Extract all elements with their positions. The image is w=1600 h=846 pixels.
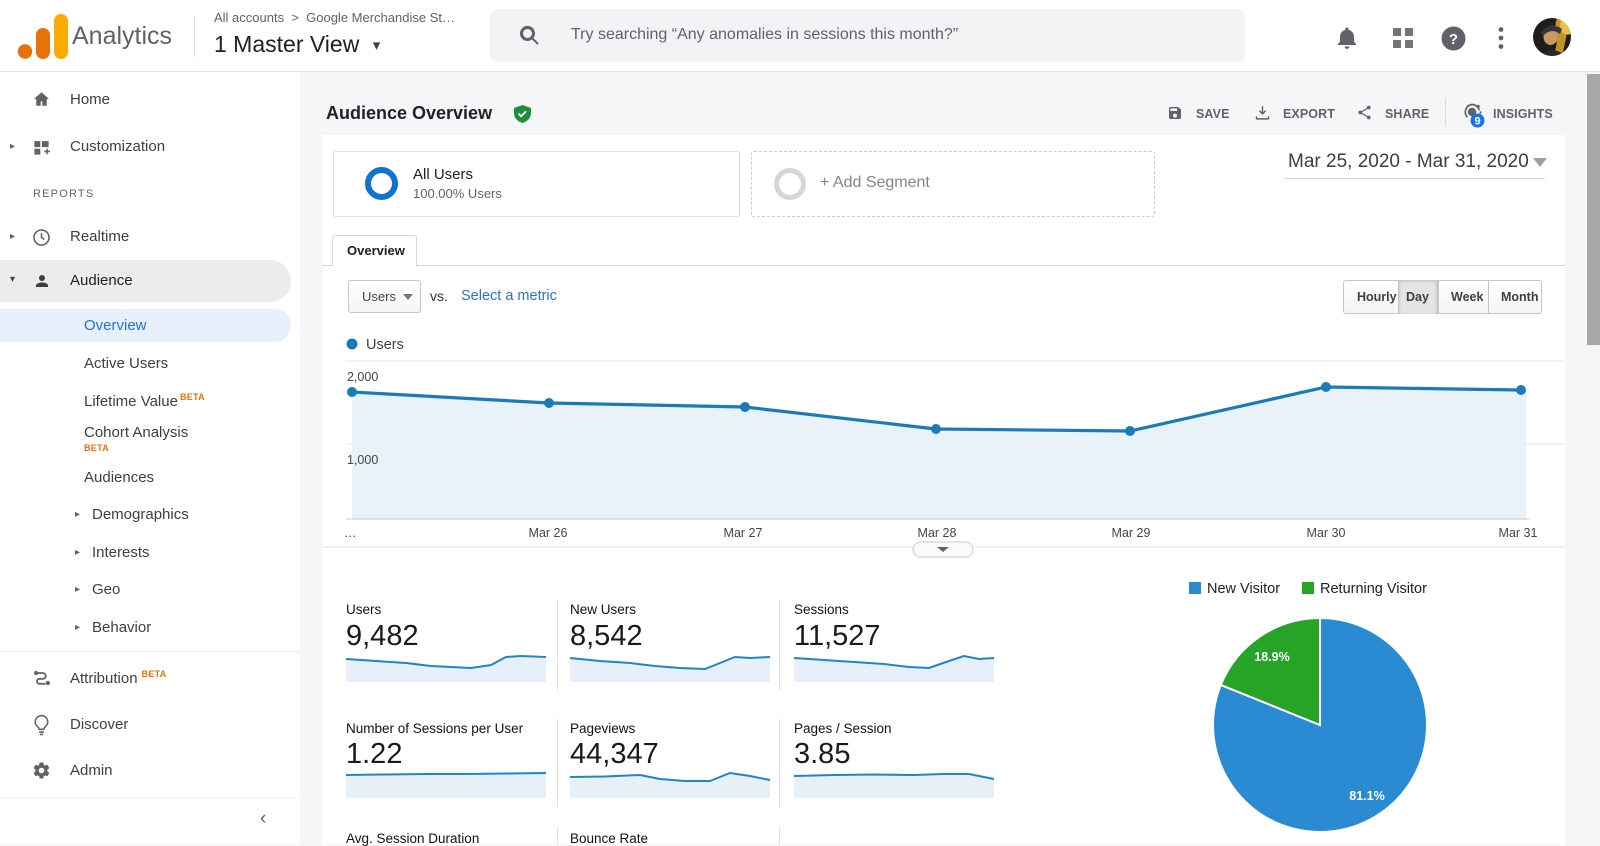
- svg-text:Returning Visitor: Returning Visitor: [1320, 581, 1427, 597]
- svg-text:Mar 30: Mar 30: [1307, 526, 1346, 540]
- svg-text:9: 9: [1474, 116, 1480, 128]
- svg-text:Mar 29: Mar 29: [1112, 526, 1151, 540]
- svg-text:New Visitor: New Visitor: [1207, 581, 1280, 597]
- svg-text:Mar 26: Mar 26: [529, 526, 568, 540]
- svg-text:18.9%: 18.9%: [1254, 650, 1289, 664]
- svg-text:…: …: [344, 526, 357, 540]
- svg-text:1,000: 1,000: [347, 453, 378, 467]
- svg-text:Mar 31: Mar 31: [1499, 526, 1538, 540]
- svg-text:81.1%: 81.1%: [1349, 789, 1384, 803]
- svg-text:Mar 28: Mar 28: [918, 526, 957, 540]
- svg-text:2,000: 2,000: [347, 370, 378, 384]
- svg-text:Mar 27: Mar 27: [724, 526, 763, 540]
- svg-text:?: ?: [1449, 31, 1458, 48]
- svg-text:Users: Users: [366, 337, 404, 353]
